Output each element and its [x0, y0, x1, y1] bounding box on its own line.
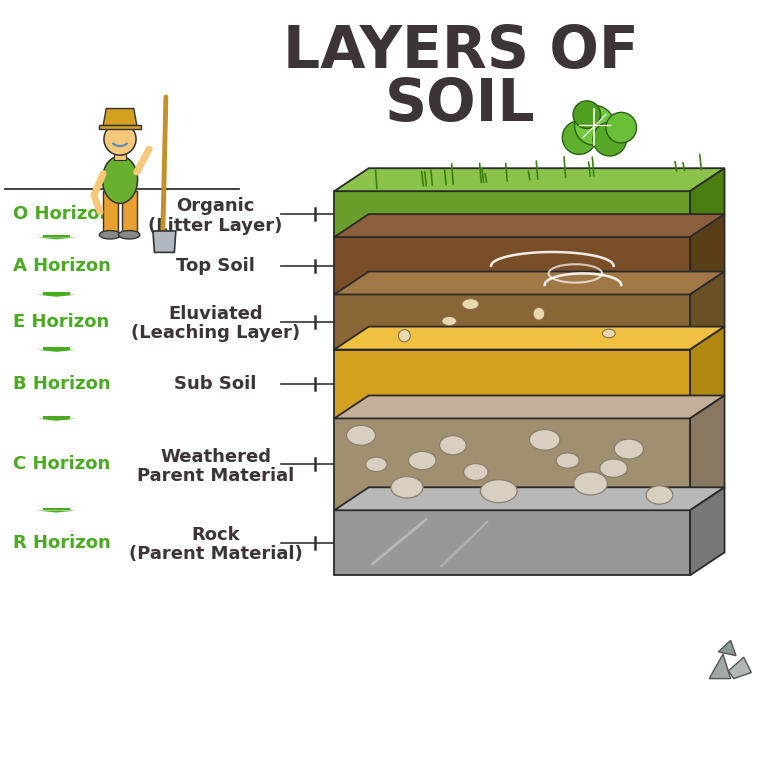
Ellipse shape: [600, 459, 627, 478]
Text: Top Soil: Top Soil: [176, 257, 255, 275]
Ellipse shape: [481, 480, 517, 502]
Text: LAYERS OF: LAYERS OF: [283, 22, 638, 80]
Ellipse shape: [581, 477, 604, 493]
Polygon shape: [37, 419, 76, 421]
Circle shape: [593, 122, 627, 156]
Polygon shape: [690, 214, 724, 294]
Ellipse shape: [561, 457, 578, 468]
Polygon shape: [334, 168, 724, 191]
Text: R Horizon: R Horizon: [13, 534, 111, 551]
Text: B Horizon: B Horizon: [13, 375, 111, 393]
Circle shape: [104, 123, 136, 155]
Polygon shape: [334, 237, 690, 294]
Ellipse shape: [462, 299, 479, 310]
Circle shape: [606, 112, 637, 143]
Bar: [98, 125, 141, 129]
Ellipse shape: [391, 477, 423, 498]
Polygon shape: [334, 326, 724, 349]
Ellipse shape: [399, 329, 410, 342]
Polygon shape: [37, 295, 76, 296]
Polygon shape: [728, 657, 751, 679]
Ellipse shape: [605, 463, 624, 476]
Text: (Leaching Layer): (Leaching Layer): [131, 325, 300, 343]
Polygon shape: [718, 641, 736, 656]
Ellipse shape: [445, 440, 464, 453]
Text: C Horizon: C Horizon: [13, 455, 110, 473]
Text: Rock: Rock: [191, 526, 240, 545]
Ellipse shape: [366, 457, 387, 472]
Ellipse shape: [488, 485, 513, 501]
Bar: [121, 191, 137, 233]
Polygon shape: [334, 191, 690, 237]
Ellipse shape: [614, 439, 644, 459]
Text: Weathered: Weathered: [161, 448, 271, 465]
Ellipse shape: [556, 453, 579, 468]
Polygon shape: [103, 108, 137, 125]
Ellipse shape: [397, 482, 420, 496]
Polygon shape: [153, 231, 176, 253]
Polygon shape: [334, 510, 690, 575]
Ellipse shape: [529, 429, 560, 450]
Polygon shape: [690, 488, 724, 575]
Polygon shape: [690, 396, 724, 510]
Ellipse shape: [651, 490, 670, 503]
Ellipse shape: [621, 444, 641, 458]
Text: (Litter Layer): (Litter Layer): [148, 217, 283, 234]
Circle shape: [562, 121, 596, 154]
Text: Sub Soil: Sub Soil: [174, 375, 257, 393]
Ellipse shape: [439, 435, 466, 455]
Polygon shape: [334, 272, 724, 294]
Polygon shape: [690, 168, 724, 237]
Polygon shape: [37, 349, 76, 352]
Circle shape: [574, 105, 614, 145]
Ellipse shape: [346, 425, 376, 445]
Polygon shape: [690, 272, 724, 349]
Text: E Horizon: E Horizon: [13, 313, 109, 331]
Text: (Parent Material): (Parent Material): [129, 545, 303, 563]
Ellipse shape: [535, 434, 557, 449]
Text: Organic: Organic: [177, 197, 255, 216]
Ellipse shape: [602, 329, 615, 338]
Ellipse shape: [353, 430, 372, 444]
Ellipse shape: [442, 316, 456, 326]
Polygon shape: [690, 326, 724, 419]
Text: O Horizon: O Horizon: [13, 205, 112, 223]
Ellipse shape: [464, 464, 488, 481]
Polygon shape: [334, 488, 724, 510]
Text: Eluviated: Eluviated: [168, 306, 263, 323]
Text: SOIL: SOIL: [386, 76, 536, 133]
Polygon shape: [37, 511, 76, 512]
Ellipse shape: [99, 230, 121, 239]
Polygon shape: [43, 292, 70, 295]
Ellipse shape: [414, 455, 433, 468]
Ellipse shape: [468, 468, 486, 479]
Text: A Horizon: A Horizon: [13, 257, 111, 275]
Text: Parent Material: Parent Material: [137, 467, 294, 485]
Bar: [114, 149, 126, 160]
Bar: [103, 191, 118, 233]
Polygon shape: [709, 654, 730, 679]
Polygon shape: [43, 508, 70, 511]
Polygon shape: [334, 349, 690, 419]
Polygon shape: [37, 237, 76, 240]
Polygon shape: [334, 396, 724, 419]
Ellipse shape: [409, 452, 436, 470]
Polygon shape: [43, 347, 70, 349]
Ellipse shape: [370, 461, 386, 471]
Polygon shape: [43, 235, 70, 237]
Ellipse shape: [102, 156, 137, 204]
Ellipse shape: [118, 230, 140, 239]
Circle shape: [573, 101, 601, 128]
Polygon shape: [334, 214, 724, 237]
Ellipse shape: [646, 486, 673, 504]
Ellipse shape: [533, 307, 545, 320]
Ellipse shape: [574, 472, 607, 495]
Polygon shape: [334, 294, 690, 349]
Polygon shape: [43, 416, 70, 419]
Polygon shape: [334, 419, 690, 510]
